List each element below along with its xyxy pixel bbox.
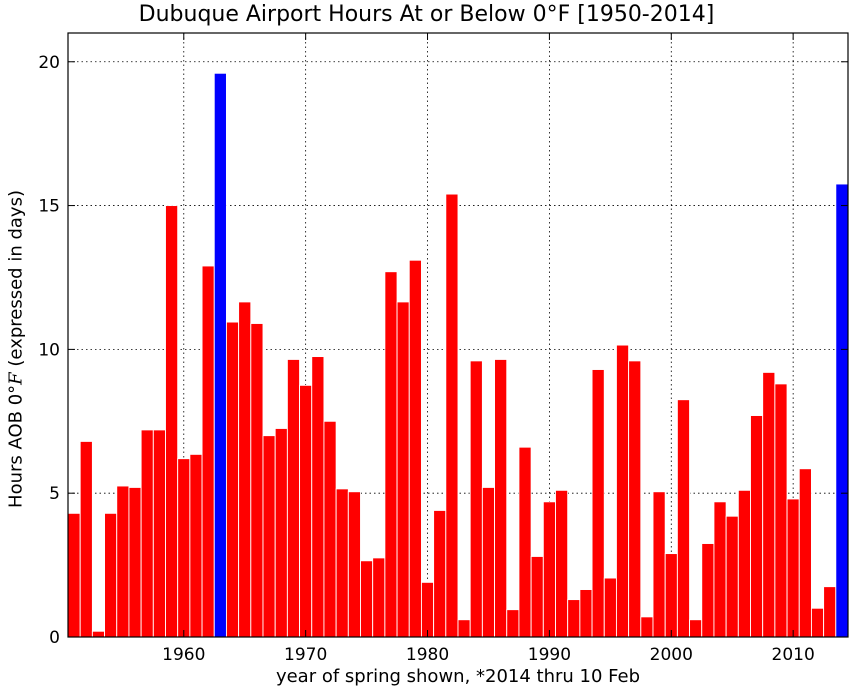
bar-1971	[311, 356, 325, 638]
bar-1973	[335, 488, 349, 638]
bar-1989	[530, 556, 544, 638]
bar-1955	[116, 485, 130, 638]
bar-1998	[640, 616, 654, 638]
bar-1962	[201, 265, 215, 638]
bar-1999	[652, 491, 666, 638]
bar-1977	[384, 271, 398, 638]
bar-1993	[579, 589, 593, 638]
bar-2004	[713, 501, 727, 638]
bar-2011	[798, 468, 812, 638]
bar-1966	[250, 323, 264, 638]
bar-2008	[762, 371, 776, 638]
bar-1985	[481, 486, 496, 638]
y-tick-label: 10	[38, 340, 60, 360]
bar-2003	[701, 543, 715, 638]
bar-1992	[567, 599, 581, 638]
grid-lines	[68, 33, 848, 637]
bar-1974	[347, 491, 361, 638]
bar-1957	[140, 429, 154, 638]
bar-1984	[469, 360, 483, 638]
bar-1994	[591, 369, 605, 638]
x-tick-label: 1980	[406, 645, 449, 665]
y-axis-label-unit: F	[5, 372, 27, 385]
bar-1979	[408, 259, 422, 638]
tick-marks	[68, 33, 848, 638]
bar-1968	[274, 428, 288, 638]
bar-1995	[603, 577, 617, 638]
bar-2014	[835, 183, 849, 638]
bar-1969	[286, 358, 301, 638]
plot-frame	[67, 32, 849, 638]
bar-2010	[786, 498, 800, 638]
bar-1986	[494, 358, 508, 638]
bar-1959	[165, 205, 179, 638]
bar-2005	[725, 515, 739, 638]
y-tick-label: 0	[49, 628, 60, 648]
y-axis-label: Hours AOB 0°F (expressed in days)	[6, 190, 27, 508]
bar-1980	[420, 581, 435, 638]
bar-1996	[615, 344, 630, 638]
bar-2009	[774, 383, 788, 638]
bar-1961	[189, 453, 203, 638]
bar-1956	[128, 486, 142, 638]
bar-1954	[104, 512, 118, 638]
bar-2013	[823, 586, 837, 638]
bar-1972	[323, 420, 337, 638]
chart-title: Dubuque Airport Hours At or Below 0°F [1…	[138, 2, 715, 27]
bar-2002	[689, 619, 703, 638]
y-tick-label: 20	[38, 53, 60, 73]
bar-1970	[299, 384, 313, 638]
bar-1982	[445, 193, 459, 638]
bars	[67, 72, 849, 638]
x-tick-label: 1960	[162, 645, 205, 665]
bar-1951	[67, 512, 81, 638]
y-tick-label: 5	[49, 484, 60, 504]
bar-1978	[396, 301, 410, 638]
bar-1964	[225, 321, 240, 638]
bar-1965	[238, 301, 252, 638]
bar-1960	[177, 458, 191, 638]
bar-1991	[555, 489, 569, 638]
y-axis-label-suffix: (expressed in days)	[5, 190, 27, 373]
bar-1967	[262, 435, 276, 638]
bar-1987	[506, 609, 520, 638]
bar-1953	[91, 630, 106, 638]
bar-2001	[676, 399, 691, 638]
x-tick-label: 1970	[284, 645, 327, 665]
bar-1997	[628, 360, 642, 638]
bar-2006	[737, 489, 751, 638]
bar-1990	[542, 501, 556, 638]
y-tick-label: 15	[38, 197, 60, 217]
bar-1988	[518, 446, 532, 638]
x-axis-label: year of spring shown, *2014 thru 10 Feb	[275, 666, 641, 687]
x-tick-label: 2000	[650, 645, 693, 665]
bar-1981	[433, 509, 447, 638]
bar-2007	[750, 415, 764, 638]
bar-1963	[213, 72, 227, 638]
x-tick-label: 2010	[772, 645, 815, 665]
bar-1976	[372, 557, 386, 638]
tick-labels: 0 5 10 15 20 1960 1970 1980 1990 2000 2010	[38, 53, 814, 665]
bar-1975	[360, 560, 374, 638]
y-axis-label-prefix: Hours AOB 0°	[5, 384, 27, 508]
bar-2000	[664, 553, 678, 638]
bar-2012	[810, 607, 825, 638]
bar-1952	[79, 440, 93, 638]
bar-1958	[152, 429, 166, 638]
x-tick-label: 1990	[528, 645, 571, 665]
bar-1983	[457, 619, 471, 638]
